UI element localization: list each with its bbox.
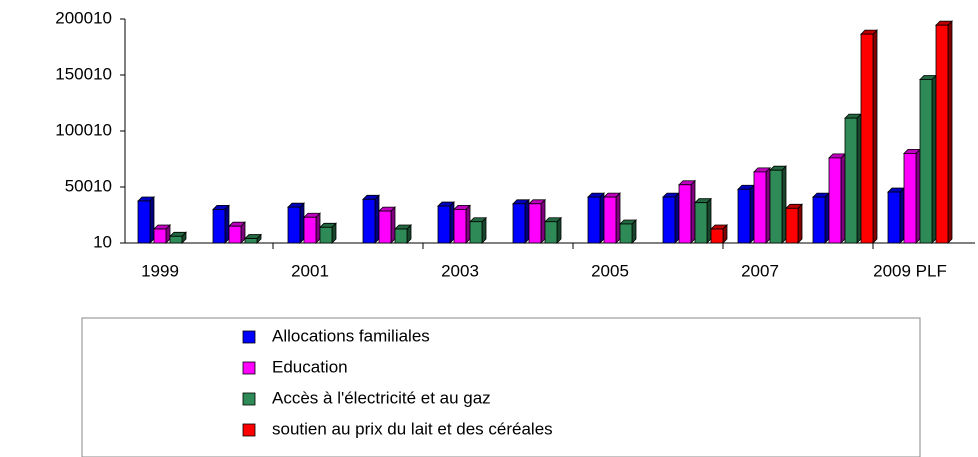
bar-side — [299, 202, 305, 244]
bar — [710, 228, 724, 244]
bar-side — [931, 74, 937, 244]
bar-side — [765, 166, 771, 244]
bar — [137, 200, 151, 244]
legend-label: Allocations familiales — [272, 326, 430, 345]
bar-side — [540, 198, 546, 244]
bar-side — [599, 192, 605, 244]
bar — [678, 184, 692, 244]
y-tick-label: 50010 — [65, 176, 112, 195]
bar — [287, 206, 301, 244]
bar — [903, 153, 917, 244]
bar — [153, 228, 167, 244]
bar — [469, 221, 483, 244]
bar — [378, 210, 392, 244]
bar — [319, 226, 333, 244]
bar — [887, 191, 901, 244]
bar — [244, 238, 258, 244]
bar-side — [706, 197, 712, 244]
x-tick-label: 2001 — [291, 261, 329, 280]
bar — [587, 196, 601, 244]
legend-label: Accès à l'électricité et au gaz — [272, 388, 491, 407]
bar-side — [797, 203, 803, 244]
y-tick-label: 200010 — [55, 8, 112, 27]
bar-side — [840, 152, 846, 244]
bar — [785, 207, 799, 244]
bar — [753, 171, 767, 244]
bar — [737, 188, 751, 244]
bar — [603, 196, 617, 244]
bar — [662, 196, 676, 244]
bar-side — [872, 29, 878, 244]
x-tick-label: 2005 — [591, 261, 629, 280]
bar-side — [449, 201, 455, 244]
bar-side — [149, 196, 155, 244]
legend-label: Education — [272, 357, 348, 376]
bar-side — [615, 192, 621, 244]
bar — [228, 225, 242, 244]
bar-side — [465, 204, 471, 244]
bar — [619, 223, 633, 244]
x-tick-label: 1999 — [141, 261, 179, 280]
bar — [512, 203, 526, 244]
legend-swatch — [242, 392, 256, 406]
bar — [528, 203, 542, 244]
bar-side — [374, 194, 380, 244]
bar-side — [915, 148, 921, 244]
bar-side — [690, 179, 696, 244]
bar — [812, 196, 826, 244]
y-tick-label: 10 — [93, 232, 112, 251]
bar — [453, 209, 467, 244]
bar — [437, 205, 451, 244]
bar — [860, 33, 874, 244]
y-tick-label: 100010 — [55, 120, 112, 139]
x-tick-label: 2003 — [441, 261, 479, 280]
bar — [919, 79, 933, 244]
y-tick-label: 150010 — [55, 64, 112, 83]
bar-side — [899, 187, 905, 244]
legend-box — [81, 317, 921, 457]
bar — [694, 202, 708, 244]
bar-side — [947, 20, 953, 244]
legend-swatch — [242, 361, 256, 375]
x-tick-label: 2009 PLF — [873, 261, 947, 280]
bar — [169, 235, 183, 244]
bar-side — [390, 206, 396, 244]
bar-side — [524, 198, 530, 244]
bar-side — [781, 165, 787, 244]
legend-swatch — [242, 423, 256, 437]
bar — [544, 221, 558, 244]
bar — [394, 228, 408, 244]
bar — [212, 209, 226, 244]
bar — [303, 216, 317, 244]
x-tick-label: 2007 — [741, 261, 779, 280]
bar-side — [824, 192, 830, 244]
bar — [362, 198, 376, 244]
bar-side — [749, 184, 755, 244]
bar — [769, 169, 783, 244]
bar-side — [674, 192, 680, 244]
bar — [935, 24, 949, 244]
legend-label: soutien au prix du lait et des céréales — [272, 419, 553, 438]
bar — [844, 117, 858, 244]
bar-side — [315, 212, 321, 244]
bar-side — [856, 113, 862, 244]
bar — [828, 157, 842, 244]
bar-side — [224, 204, 230, 244]
legend-swatch — [242, 330, 256, 344]
